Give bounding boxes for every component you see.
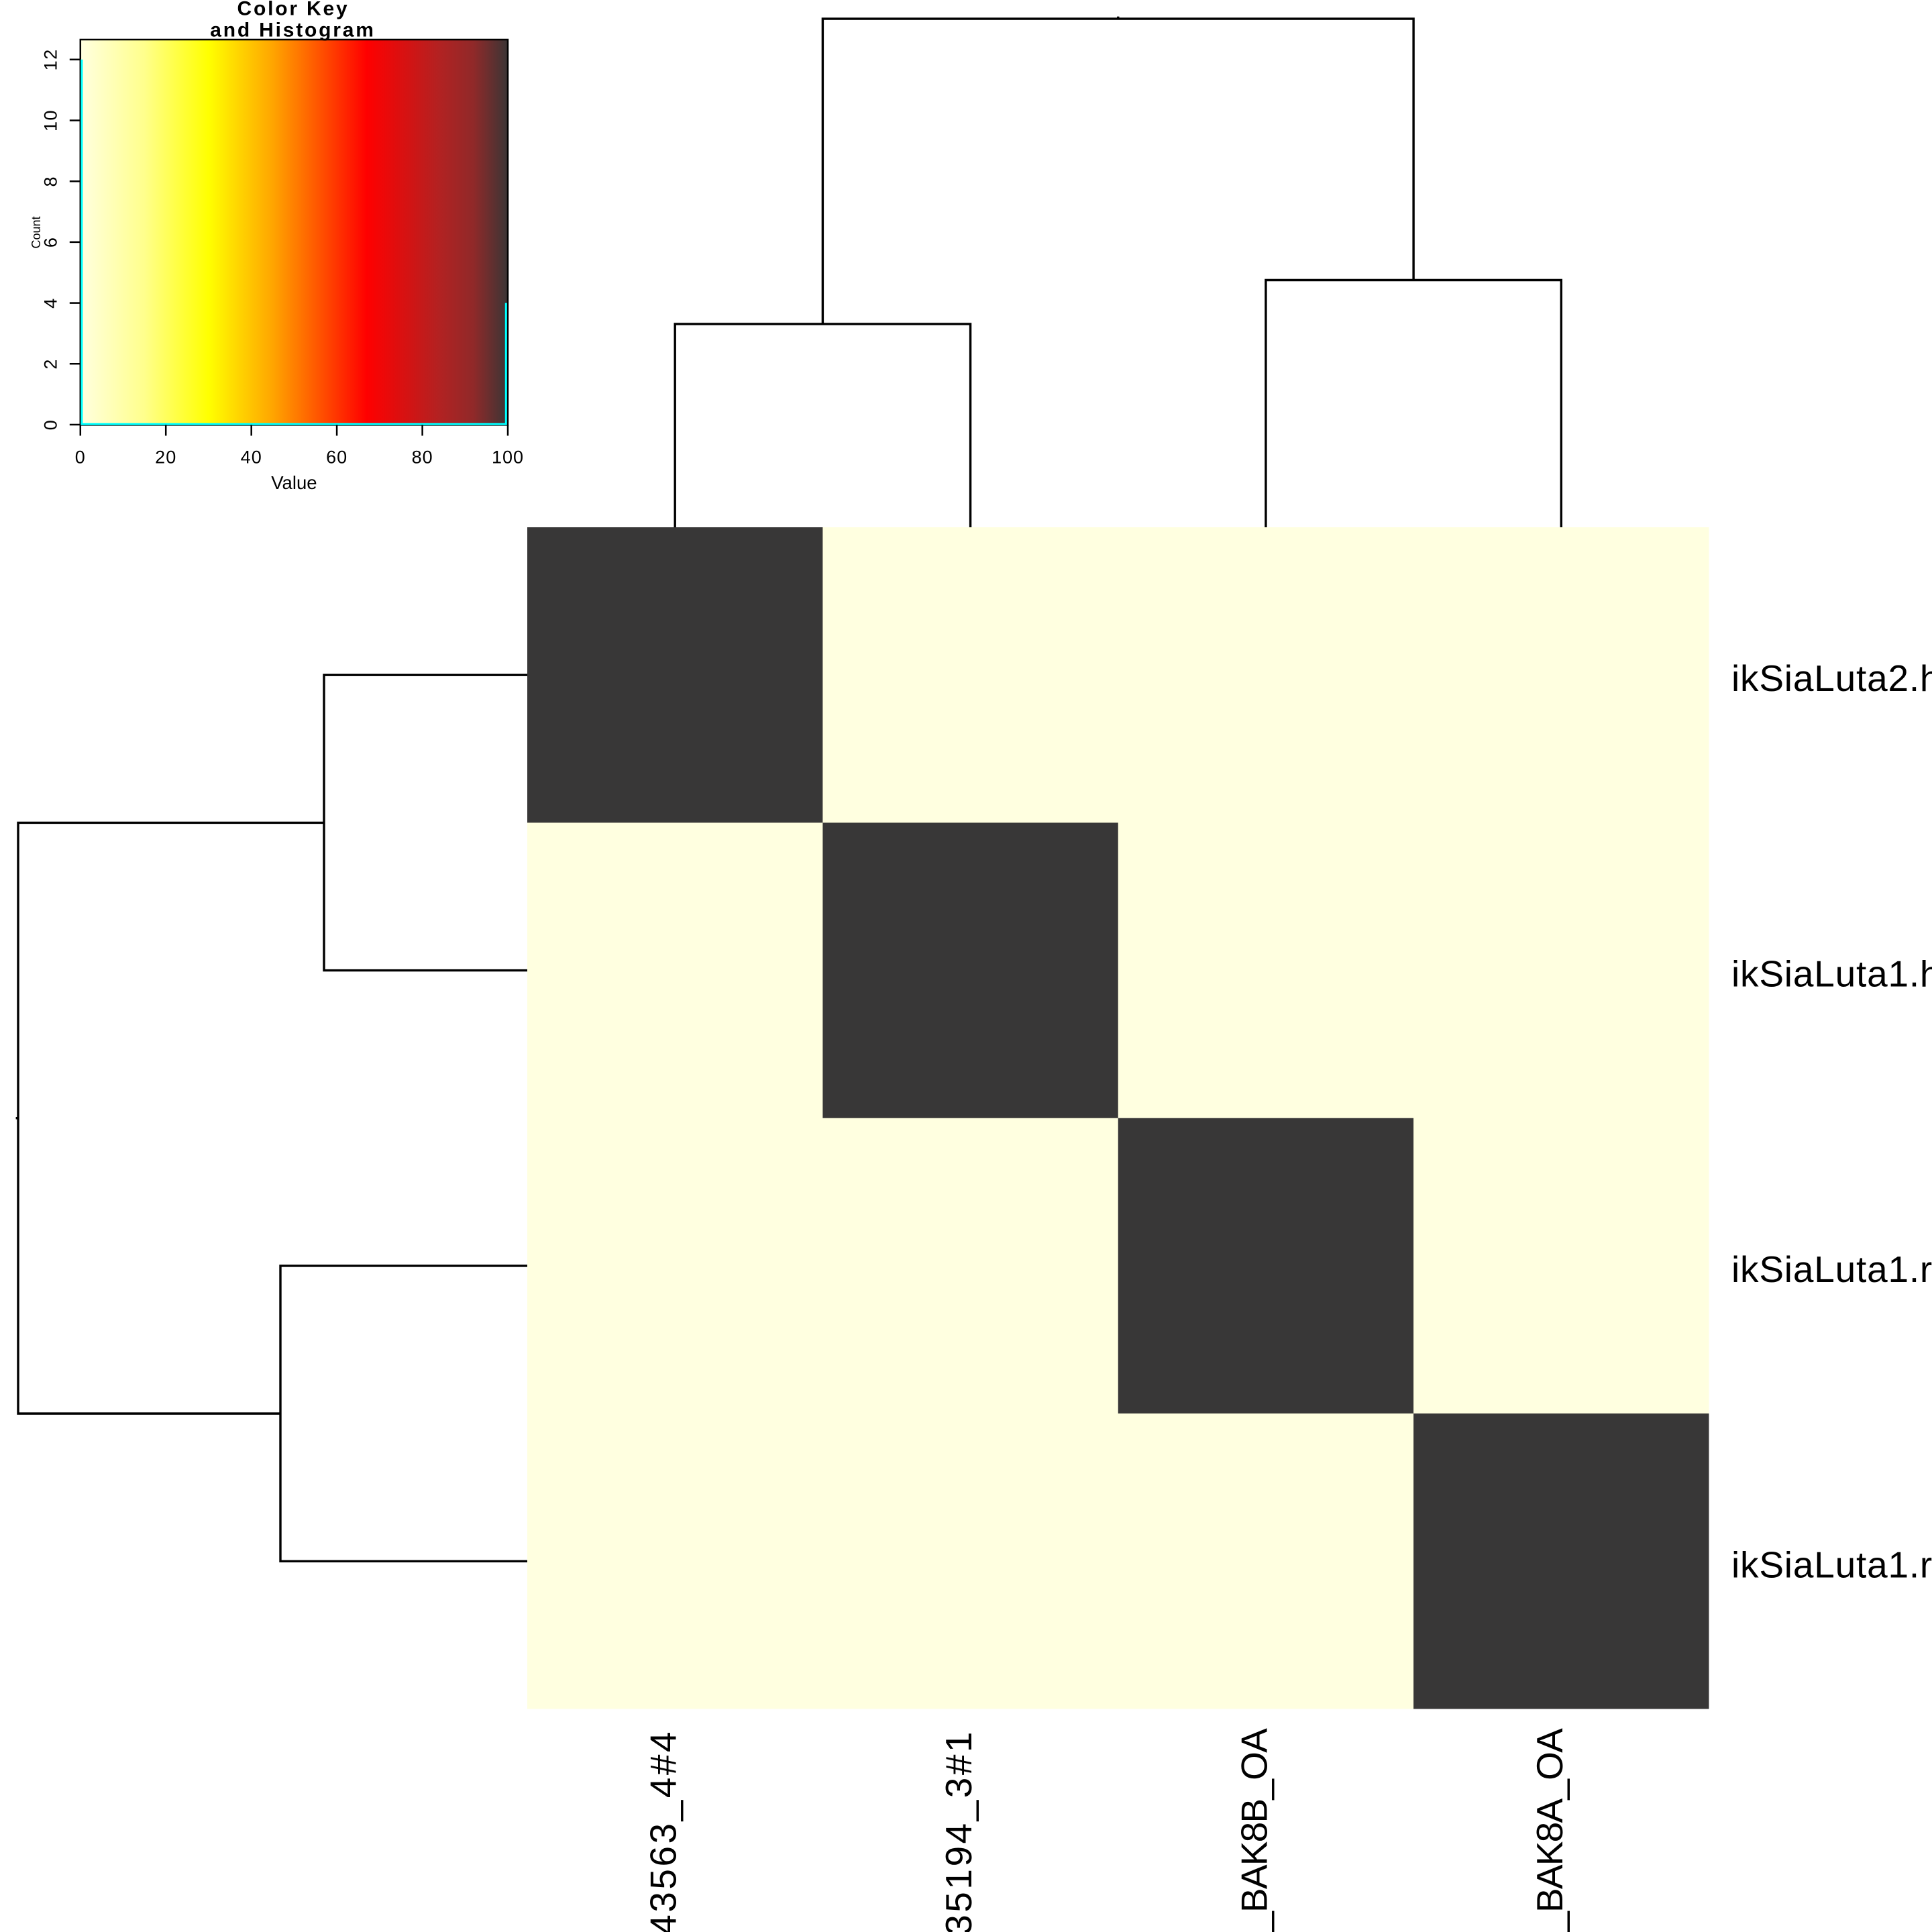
svg-text:0: 0 (75, 447, 86, 468)
svg-text:ikSiaLuta1.ref: ikSiaLuta1.ref (1731, 1544, 1932, 1585)
svg-text:ikSiaLuta1.ref: ikSiaLuta1.ref (1731, 1248, 1932, 1290)
svg-text:12: 12 (41, 48, 61, 70)
svg-text:80: 80 (412, 447, 433, 468)
svg-text:_BAK8B_OA: _BAK8B_OA (1233, 1728, 1275, 1932)
svg-text:ikSiaLuta2.het: ikSiaLuta2.het (1731, 657, 1932, 699)
svg-text:Color Key: Color Key (237, 0, 350, 20)
svg-text:20: 20 (155, 447, 176, 468)
svg-text:2: 2 (41, 358, 61, 370)
svg-text:Count: Count (30, 216, 43, 248)
svg-text:43563_4#4: 43563_4#4 (643, 1729, 684, 1932)
svg-text:and Histogram: and Histogram (210, 19, 375, 42)
svg-text:35194_3#1: 35194_3#1 (938, 1729, 979, 1932)
svg-text:6: 6 (41, 237, 61, 248)
svg-text:10: 10 (41, 109, 61, 131)
svg-text:100: 100 (492, 447, 524, 468)
svg-text:Value: Value (271, 472, 317, 493)
svg-text:ikSiaLuta1.het: ikSiaLuta1.het (1731, 953, 1932, 995)
svg-text:40: 40 (241, 447, 262, 468)
svg-text:_BAK8A_OA: _BAK8A_OA (1529, 1728, 1570, 1932)
svg-text:60: 60 (326, 447, 347, 468)
svg-text:8: 8 (41, 176, 61, 187)
svg-text:0: 0 (41, 419, 61, 431)
svg-text:4: 4 (41, 297, 61, 309)
